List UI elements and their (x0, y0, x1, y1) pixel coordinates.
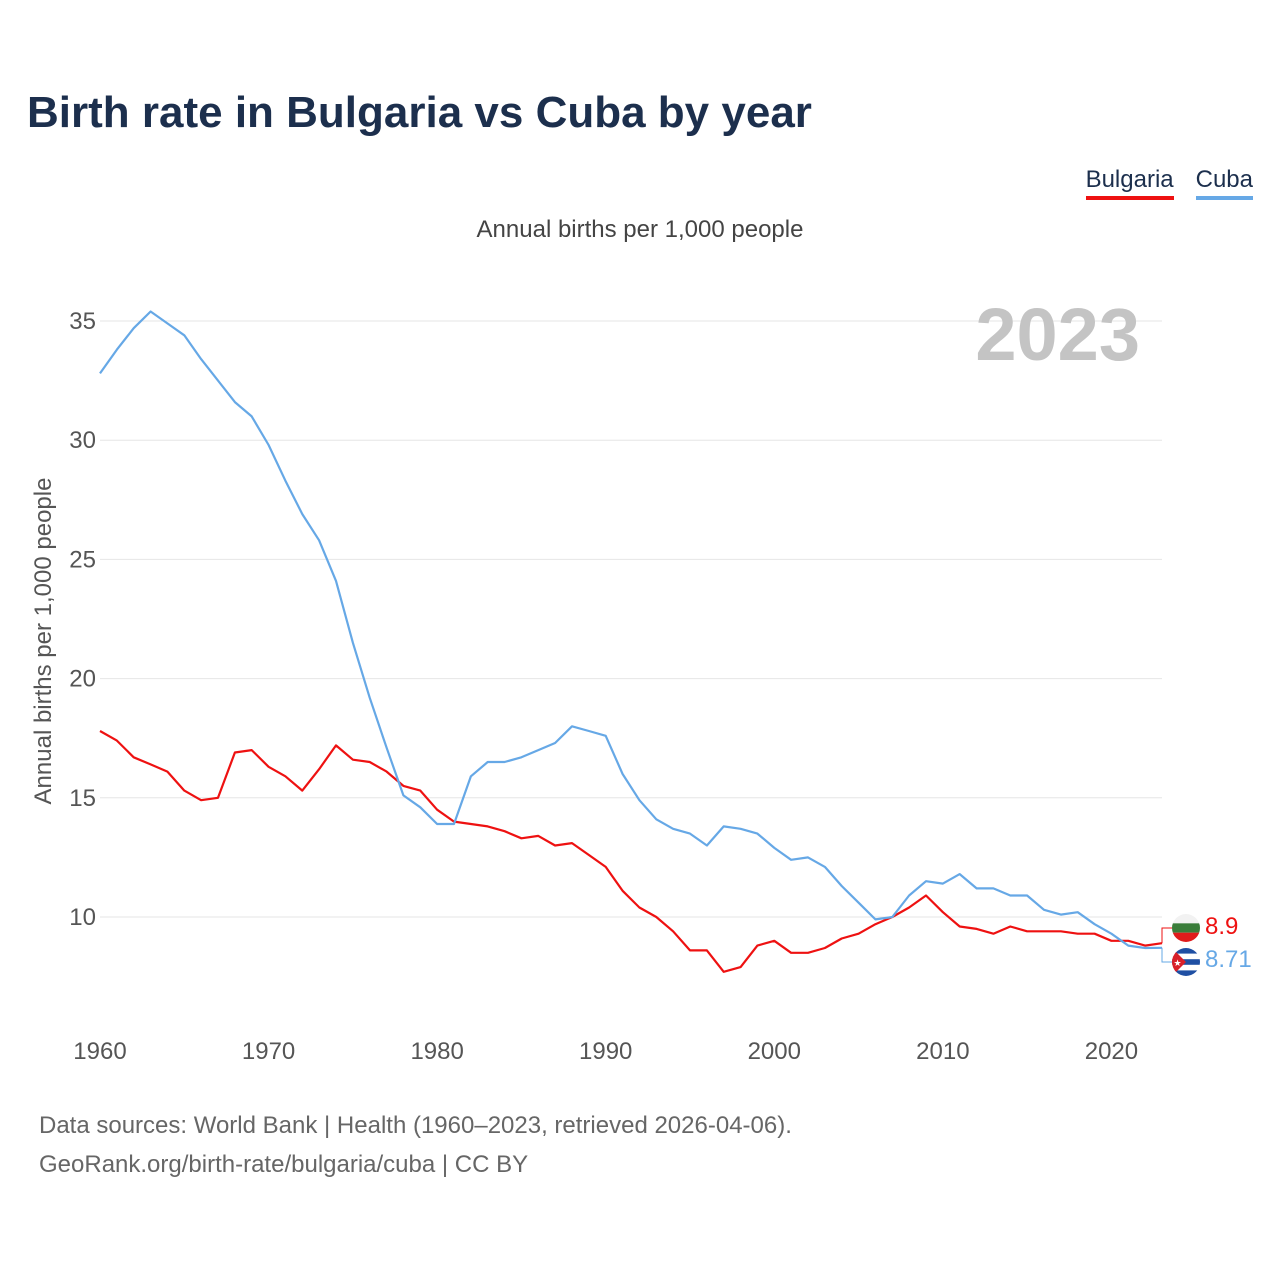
chart-title: Birth rate in Bulgaria vs Cuba by year (27, 88, 812, 137)
year-watermark: 2023 (975, 293, 1140, 376)
end-label-cuba: 8.71 (1205, 946, 1252, 973)
x-tick-label-2020: 2020 (1085, 1038, 1138, 1065)
source-link[interactable]: GeoRank.org/birth-rate/bulgaria/cuba | C… (39, 1151, 529, 1178)
x-tick-label-1970: 1970 (242, 1038, 295, 1065)
svg-text:★: ★ (1173, 959, 1181, 969)
x-tick-label-2010: 2010 (916, 1038, 969, 1065)
y-tick-label-10: 10 (69, 904, 96, 931)
data-source-note: Data sources: World Bank | Health (1960–… (39, 1112, 792, 1139)
y-tick-label-15: 15 (69, 785, 96, 812)
series-line-bulgaria (99, 730, 1163, 973)
y-tick-label-35: 35 (69, 308, 96, 335)
end-label-bulgaria: 8.9 (1205, 913, 1238, 940)
x-tick-label-1980: 1980 (410, 1038, 463, 1065)
y-tick-label-20: 20 (69, 666, 96, 693)
legend-item-cuba[interactable]: Cuba (1195, 166, 1253, 200)
legend-item-bulgaria[interactable]: Bulgaria (1085, 166, 1174, 200)
legend: Bulgaria Cuba (1085, 166, 1253, 200)
series-line-cuba (99, 310, 1163, 950)
connector-cuba (1161, 947, 1172, 963)
footer: Data sources: World Bank | Health (1960–… (39, 1106, 792, 1184)
x-tick-label-2000: 2000 (748, 1038, 801, 1065)
x-tick-label-1960: 1960 (73, 1038, 126, 1065)
y-axis-label: Annual births per 1,000 people (30, 478, 57, 805)
connector-bulgaria (1161, 927, 1172, 944)
chart-subtitle: Annual births per 1,000 people (476, 216, 804, 243)
y-tick-label-25: 25 (69, 546, 96, 573)
bulgaria-flag-icon (1172, 914, 1200, 942)
y-tick-label-30: 30 (69, 427, 96, 454)
cuba-flag-icon: ★ (1172, 948, 1200, 976)
x-tick-label-1990: 1990 (579, 1038, 632, 1065)
